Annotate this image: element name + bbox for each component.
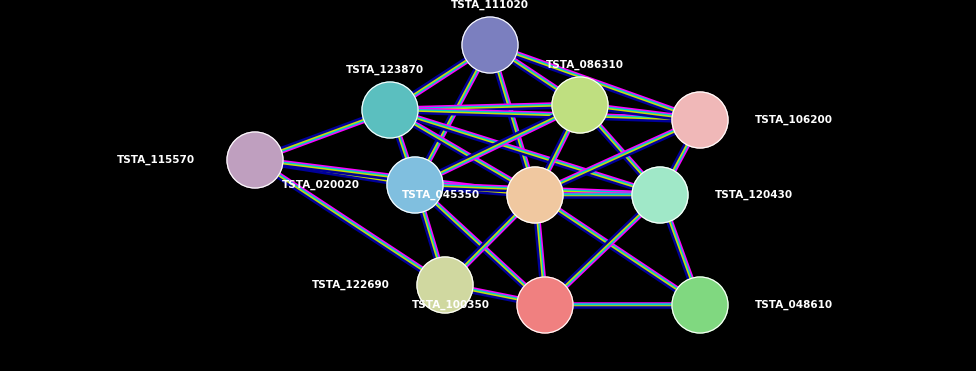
Text: TSTA_111020: TSTA_111020 xyxy=(451,0,529,10)
Text: TSTA_122690: TSTA_122690 xyxy=(312,280,390,290)
Circle shape xyxy=(672,277,728,333)
Text: TSTA_100350: TSTA_100350 xyxy=(412,300,490,310)
Text: TSTA_106200: TSTA_106200 xyxy=(755,115,833,125)
Circle shape xyxy=(387,157,443,213)
Text: TSTA_120430: TSTA_120430 xyxy=(715,190,793,200)
Text: TSTA_020020: TSTA_020020 xyxy=(282,180,360,190)
Circle shape xyxy=(362,82,418,138)
Circle shape xyxy=(552,77,608,133)
Circle shape xyxy=(462,17,518,73)
Text: TSTA_123870: TSTA_123870 xyxy=(346,65,424,75)
Text: TSTA_086310: TSTA_086310 xyxy=(546,60,624,70)
Text: TSTA_115570: TSTA_115570 xyxy=(117,155,195,165)
Circle shape xyxy=(517,277,573,333)
Circle shape xyxy=(417,257,473,313)
Circle shape xyxy=(507,167,563,223)
Circle shape xyxy=(632,167,688,223)
Text: TSTA_048610: TSTA_048610 xyxy=(755,300,834,310)
Text: TSTA_045350: TSTA_045350 xyxy=(402,190,480,200)
Circle shape xyxy=(672,92,728,148)
Circle shape xyxy=(227,132,283,188)
